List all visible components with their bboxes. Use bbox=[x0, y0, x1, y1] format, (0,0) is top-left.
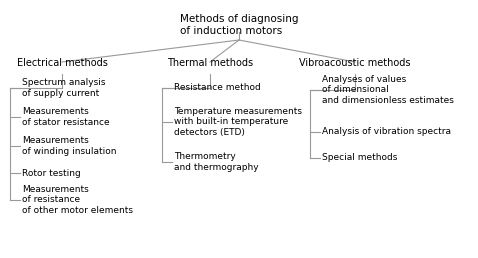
Text: Vibroacoustic methods: Vibroacoustic methods bbox=[299, 58, 411, 68]
Text: Electrical methods: Electrical methods bbox=[17, 58, 108, 68]
Text: Analysis of vibration spectra: Analysis of vibration spectra bbox=[322, 127, 451, 136]
Text: Thermal methods: Thermal methods bbox=[167, 58, 253, 68]
Text: Resistance method: Resistance method bbox=[174, 84, 261, 93]
Text: Methods of diagnosing
of induction motors: Methods of diagnosing of induction motor… bbox=[180, 14, 298, 36]
Text: Thermometry
and thermography: Thermometry and thermography bbox=[174, 152, 259, 172]
Text: Spectrum analysis
of supply current: Spectrum analysis of supply current bbox=[22, 78, 106, 98]
Text: Temperature measurements
with built-in temperature
detectors (ETD): Temperature measurements with built-in t… bbox=[174, 107, 302, 137]
Text: Analyses of values
of dimensional
and dimensionless estimates: Analyses of values of dimensional and di… bbox=[322, 75, 454, 105]
Text: Measurements
of resistance
of other motor elements: Measurements of resistance of other moto… bbox=[22, 185, 133, 215]
Text: Measurements
of stator resistance: Measurements of stator resistance bbox=[22, 107, 109, 127]
Text: Special methods: Special methods bbox=[322, 154, 397, 163]
Text: Measurements
of winding insulation: Measurements of winding insulation bbox=[22, 136, 117, 156]
Text: Rotor testing: Rotor testing bbox=[22, 168, 81, 178]
